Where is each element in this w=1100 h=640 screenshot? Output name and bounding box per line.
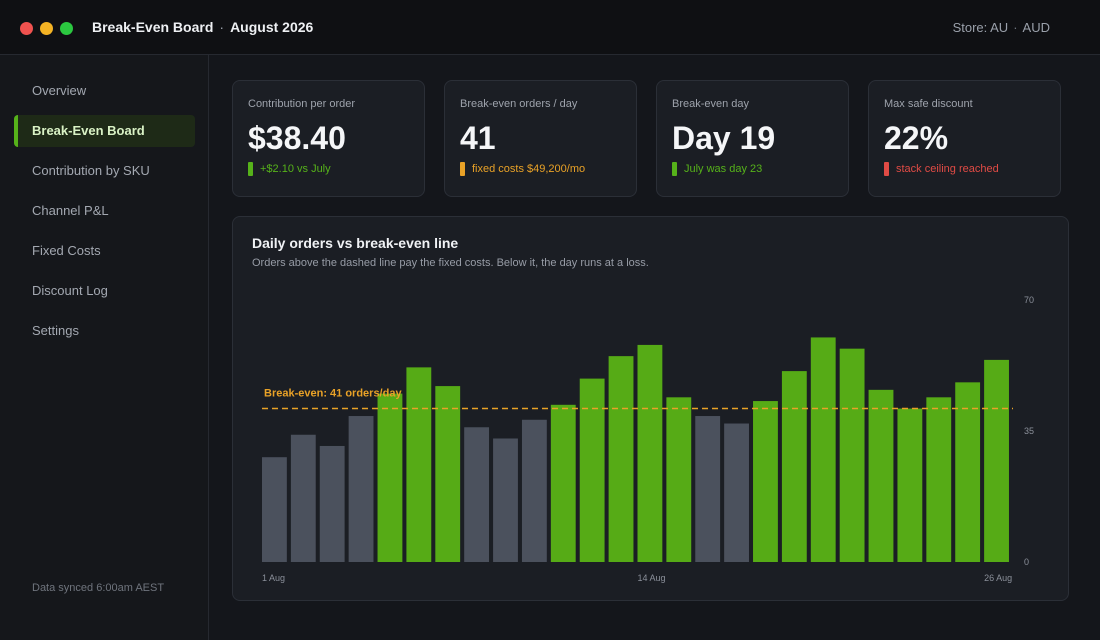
kpi-value: 41 xyxy=(460,120,496,156)
bar-3 xyxy=(319,445,345,562)
sync-status: Data synced 6:00am AEST xyxy=(32,582,165,594)
bar-8 xyxy=(464,427,490,562)
kpi-note-text: +$2.10 vs July xyxy=(260,163,331,175)
store-label: Store: AU xyxy=(952,20,1009,35)
bar-22 xyxy=(868,389,894,562)
sidebar-item-settings[interactable]: Settings xyxy=(32,323,79,338)
orders-chart-card: Daily orders vs break-even line Orders a… xyxy=(232,216,1069,601)
x-tick-label: 1 Aug xyxy=(262,573,285,583)
sidebar-item-channel-pl[interactable]: Channel P&L xyxy=(32,203,109,218)
y-tick-label: 0 xyxy=(1024,557,1029,567)
maximize-window-button[interactable] xyxy=(60,22,73,35)
x-tick-label: 26 Aug xyxy=(984,573,1012,583)
kpi-note-text: fixed costs $49,200/mo xyxy=(472,163,586,175)
bar-11 xyxy=(550,404,576,562)
kpi-card-break-even-day: Break-even day Day 19 July was day 23 xyxy=(656,80,849,197)
bar-21 xyxy=(839,348,865,562)
kpi-label: Contribution per order xyxy=(248,98,356,110)
bar-20 xyxy=(810,337,836,562)
close-window-button[interactable] xyxy=(20,22,33,35)
sidebar: Overview Break-Even Board Contribution b… xyxy=(0,55,209,640)
bar-9 xyxy=(493,438,518,562)
app-title: Break-Even Board · August 2026 xyxy=(92,19,313,35)
sidebar-item-break-even-board[interactable]: Break-Even Board xyxy=(14,115,195,147)
kpi-label: Break-even day xyxy=(672,98,750,110)
store-separator: · xyxy=(1013,20,1018,35)
kpi-note: fixed costs $49,200/mo xyxy=(460,162,585,176)
kpi-value: 22% xyxy=(884,120,949,156)
bar-25 xyxy=(955,382,981,562)
bar-4 xyxy=(348,416,374,562)
bar-19 xyxy=(781,371,807,562)
kpi-note-text: July was day 23 xyxy=(684,163,763,175)
bar-18 xyxy=(753,401,778,562)
kpi-card-max-discount: Max safe discount 22% stack ceiling reac… xyxy=(868,80,1061,197)
kpi-label: Max safe discount xyxy=(884,98,973,110)
bar-23 xyxy=(897,408,923,562)
kpi-value: $38.40 xyxy=(248,120,346,156)
kpi-note: July was day 23 xyxy=(672,162,762,176)
x-tick-label: 14 Aug xyxy=(638,573,666,583)
bar-17 xyxy=(724,423,749,562)
trend-indicator xyxy=(248,162,253,176)
bar-2 xyxy=(290,434,316,562)
bar-1 xyxy=(262,457,287,562)
y-tick-label: 70 xyxy=(1024,295,1034,305)
title-separator: · xyxy=(219,19,225,35)
bar-7 xyxy=(435,386,461,562)
kpi-value: Day 19 xyxy=(672,120,776,156)
app-name: Break-Even Board xyxy=(92,19,214,35)
bar-10 xyxy=(521,419,547,562)
y-tick-label: 35 xyxy=(1024,426,1034,436)
kpi-label: Break-even orders / day xyxy=(460,98,578,110)
break-even-label: Break-even: 41 orders/day xyxy=(264,388,402,400)
kpi-card-break-even-orders: Break-even orders / day 41 fixed costs $… xyxy=(444,80,637,197)
currency-label: AUD xyxy=(1022,20,1050,35)
trend-indicator xyxy=(884,162,889,176)
sidebar-item-fixed-costs[interactable]: Fixed Costs xyxy=(32,243,101,258)
bar-24 xyxy=(926,397,952,562)
sidebar-item-overview[interactable]: Overview xyxy=(32,83,87,98)
orders-bar-chart: Break-even: 41 orders/day 0 35 70 1 Aug 14 Au… xyxy=(262,295,1034,583)
store-indicator: Store: AU · AUD xyxy=(953,20,1050,35)
title-bar: Break-Even Board · August 2026 Store: AU · A… xyxy=(0,0,1100,55)
sidebar-item-contribution-by-sku[interactable]: Contribution by SKU xyxy=(32,163,150,178)
bar-5 xyxy=(377,393,403,562)
trend-indicator xyxy=(460,162,465,176)
kpi-note: stack ceiling reached xyxy=(884,162,999,176)
chart-subtitle: Orders above the dashed line pay the fix… xyxy=(252,257,649,269)
bar-15 xyxy=(666,397,692,562)
kpi-note: +$2.10 vs July xyxy=(248,162,331,176)
bar-14 xyxy=(637,344,663,562)
sidebar-item-discount-log[interactable]: Discount Log xyxy=(32,283,108,298)
bar-13 xyxy=(608,356,634,562)
bar-26 xyxy=(984,359,1009,562)
bar-6 xyxy=(406,367,432,562)
kpi-card-contribution: Contribution per order $38.40 +$2.10 vs … xyxy=(232,80,425,197)
minimize-window-button[interactable] xyxy=(40,22,53,35)
kpi-note-text: stack ceiling reached xyxy=(896,163,999,175)
chart-title: Daily orders vs break-even line xyxy=(252,235,459,251)
bar-12 xyxy=(579,378,605,562)
bar-16 xyxy=(695,416,721,562)
trend-indicator xyxy=(672,162,677,176)
period-label: August 2026 xyxy=(230,19,314,35)
